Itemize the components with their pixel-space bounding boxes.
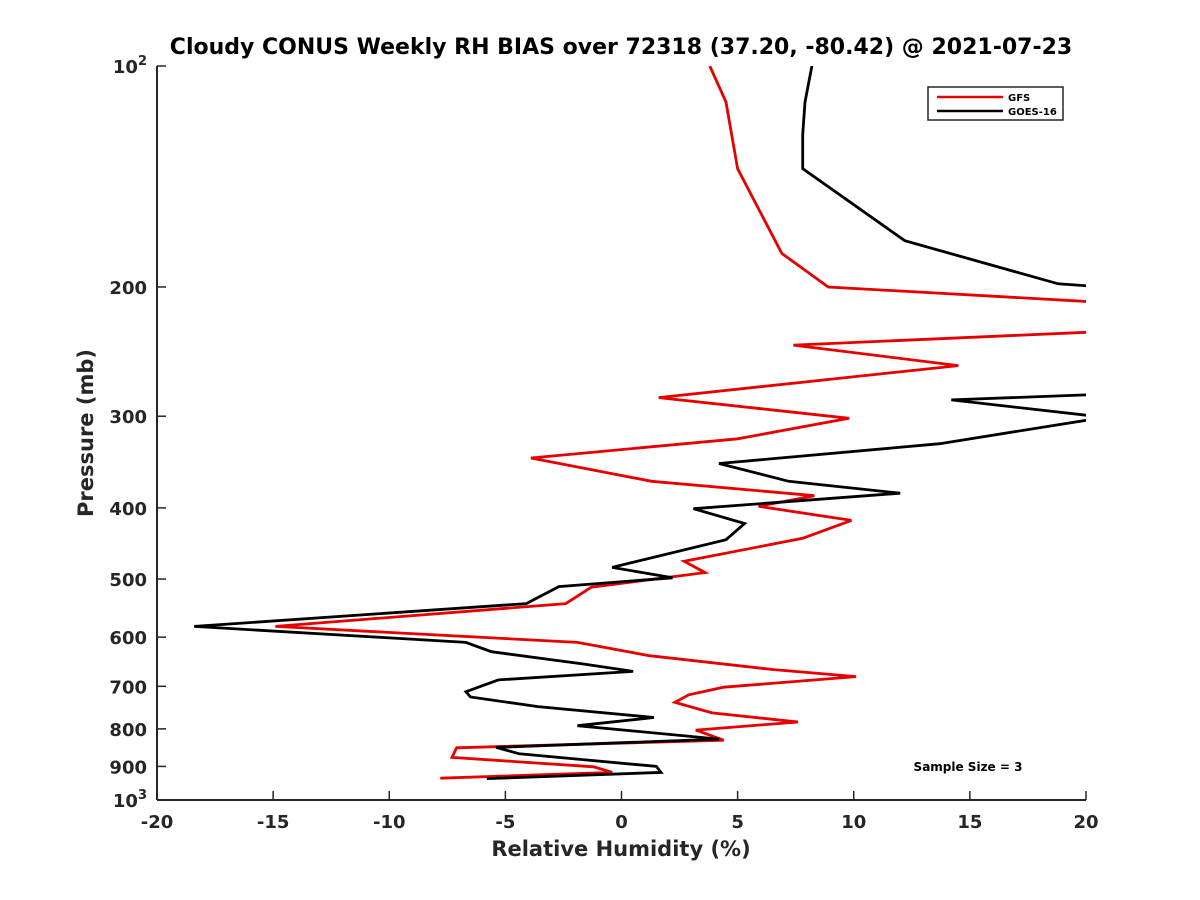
x-tick-label: 15 (957, 812, 982, 833)
y-tick-label: 900 (109, 757, 147, 778)
legend: GFS GOES-16 (927, 86, 1064, 121)
x-tick-label: -5 (495, 812, 515, 833)
x-axis-ticks: -20 -15 -10 -5 0 5 10 15 20 (141, 791, 1099, 833)
y-axis-label: Pressure (mb) (74, 349, 98, 517)
x-tick-label: 0 (615, 812, 628, 833)
legend-box (927, 86, 1064, 121)
y-tick-label: 500 (109, 570, 147, 591)
legend-label-goes16: GOES-16 (1008, 107, 1057, 118)
series-layer (194, 66, 1086, 780)
x-tick-label: 10 (841, 812, 866, 833)
y-tick-label: 600 (109, 628, 147, 649)
sample-size-annotation: Sample Size = 3 (914, 760, 1023, 774)
x-tick-label: 20 (1073, 812, 1098, 833)
chart-title: Cloudy CONUS Weekly RH BIAS over 72318 (… (170, 35, 1072, 60)
y-tick-label: 102 (113, 54, 147, 78)
x-tick-label: -10 (373, 812, 406, 833)
series-line-goes-16 (194, 66, 1086, 780)
x-tick-label: -15 (257, 812, 290, 833)
x-tick-label: 5 (731, 812, 744, 833)
y-tick-label: 200 (109, 278, 147, 299)
y-tick-label: 103 (113, 788, 147, 812)
x-tick-label: -20 (141, 812, 174, 833)
legend-label-gfs: GFS (1008, 93, 1030, 104)
y-tick-label: 400 (109, 499, 147, 520)
y-tick-label: 800 (109, 720, 147, 741)
series-line-gfs (275, 66, 1086, 780)
x-axis-label: Relative Humidity (%) (491, 837, 750, 861)
y-axis-ticks: 102 200 300 400 500 600 700 800 900 103 (109, 54, 166, 812)
y-tick-label: 700 (109, 677, 147, 698)
y-tick-label: 300 (109, 407, 147, 428)
